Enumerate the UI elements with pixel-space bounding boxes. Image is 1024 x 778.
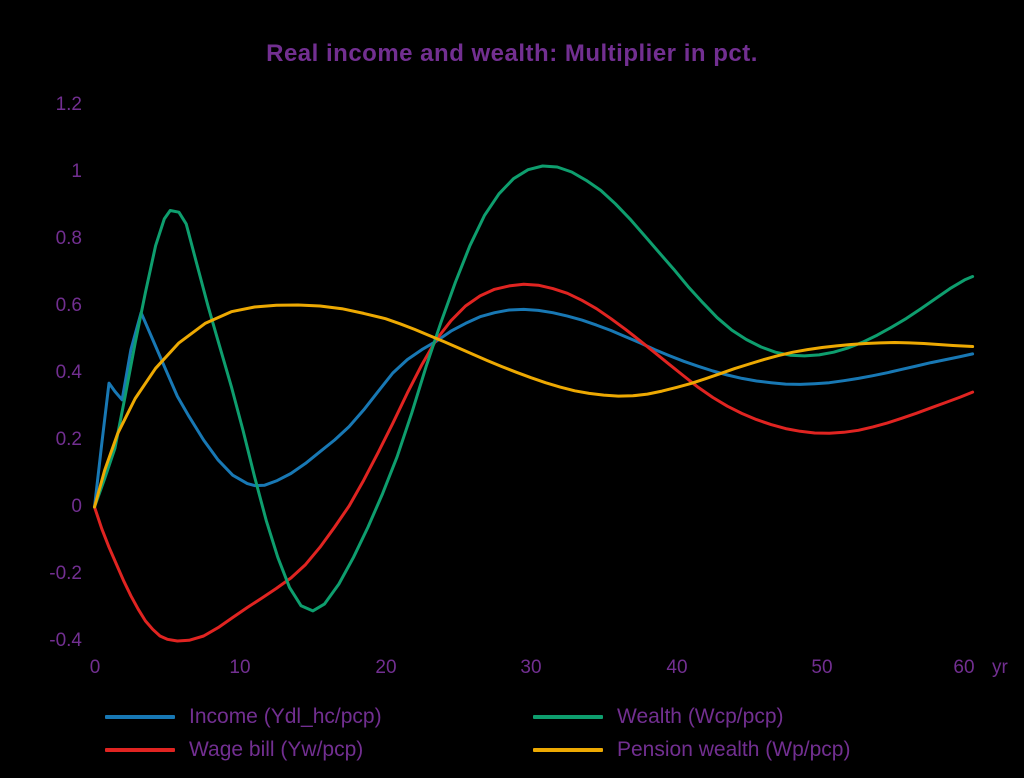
y-tick-label: 0.8 [55, 228, 82, 249]
series-line-income [93, 307, 975, 509]
y-tick-label: 0.2 [55, 429, 82, 450]
y-tick-label: -0.2 [49, 563, 82, 584]
wage-bill-legend-line-swatch [105, 748, 175, 752]
y-tick-label: 0.6 [55, 295, 82, 316]
wealth-legend-line-swatch [533, 715, 603, 719]
x-tick-label: 20 [375, 657, 397, 678]
legend-item-wage-bill: Wage bill (Yw/pcp) [105, 738, 363, 762]
legend-label-wealth: Wealth (Wcp/pcp) [617, 705, 784, 728]
chart-title: Real income and wealth: Multiplier in pc… [266, 40, 758, 67]
y-tick-label: 1 [71, 161, 82, 182]
series-line-wage-bill [93, 282, 975, 643]
y-tick-label: 1.2 [55, 94, 82, 115]
y-tick-label: 0 [71, 496, 82, 517]
y-tick-label: 0.4 [55, 362, 82, 383]
series-line-pension-wealth [93, 303, 975, 509]
legend-label-pension-wealth: Pension wealth (Wp/pcp) [617, 738, 851, 761]
pension-wealth-legend-line-swatch [533, 748, 603, 752]
x-axis-unit-label: yr [992, 657, 1008, 678]
x-tick-label: 30 [520, 657, 542, 678]
legend-item-wealth: Wealth (Wcp/pcp) [533, 705, 784, 729]
x-tick-label: 40 [666, 657, 688, 678]
y-tick-label: -0.4 [49, 630, 82, 651]
legend-label-income: Income (Ydl_hc/pcp) [189, 705, 382, 728]
series-line-wealth [93, 164, 975, 613]
x-tick-label: 50 [811, 657, 833, 678]
x-tick-label: 10 [229, 657, 251, 678]
legend-label-wage-bill: Wage bill (Yw/pcp) [189, 738, 364, 761]
legend-item-pension-wealth: Pension wealth (Wp/pcp) [533, 738, 850, 762]
legend-item-income: Income (Ydl_hc/pcp) [105, 705, 382, 729]
x-tick-label: 0 [89, 657, 101, 678]
income-legend-line-swatch [105, 715, 175, 719]
x-tick-label: 60 [953, 657, 975, 678]
